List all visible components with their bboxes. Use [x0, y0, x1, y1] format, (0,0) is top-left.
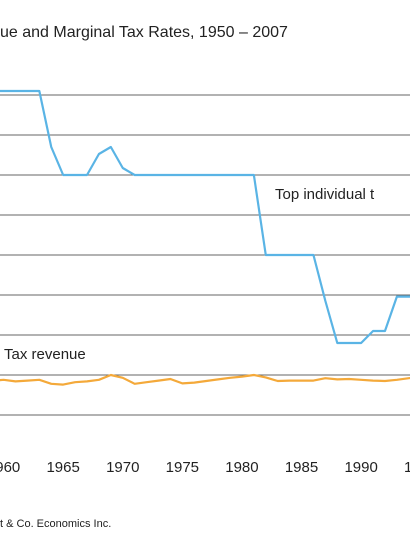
source: t & Co. Economics Inc.: [0, 518, 111, 530]
series-line: [0, 89, 410, 345]
x-tick-label: 1985: [285, 459, 318, 476]
series-line: [0, 373, 410, 386]
x-tick-label: 1980: [225, 459, 258, 476]
chart-title: ue and Marginal Tax Rates, 1950 – 2007: [0, 24, 288, 41]
series-label: Top individual t: [275, 186, 375, 203]
series-label: Tax revenue: [4, 346, 86, 363]
x-tick-label: 1970: [106, 459, 139, 476]
x-tick-label: 1990: [344, 459, 377, 476]
x-tick-label: 1975: [166, 459, 199, 476]
plot-area: [0, 89, 410, 386]
x-tick-label: 1995: [404, 459, 410, 476]
x-tick-label: 1960: [0, 459, 20, 476]
x-tick-label: 1965: [46, 459, 79, 476]
